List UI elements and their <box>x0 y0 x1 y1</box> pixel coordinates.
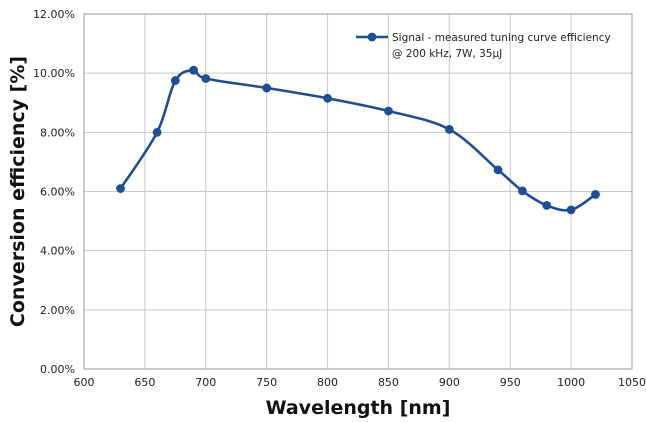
data-point-marker <box>170 76 180 85</box>
data-point-marker <box>591 190 600 199</box>
y-tick-label: 6.00% <box>40 186 75 199</box>
tick-labels: 600 650 700 750 800 850 900 950 1000 1050 0.00% 2.0… <box>33 8 646 389</box>
y-tick-label: 2.00% <box>40 304 75 317</box>
x-tick-label: 900 <box>439 376 460 389</box>
data-point-marker <box>566 205 576 215</box>
data-point-marker <box>189 65 199 75</box>
x-tick-label: 1000 <box>557 376 585 389</box>
series-layer <box>116 65 600 215</box>
x-tick-label: 800 <box>317 376 338 389</box>
y-tick-label: 8.00% <box>40 126 75 139</box>
data-point-marker <box>384 106 393 116</box>
x-tick-label: 850 <box>378 376 399 389</box>
y-tick-label: 4.00% <box>40 245 75 258</box>
y-axis-title: Conversion efficiency [%] <box>7 56 29 327</box>
x-tick-label: 650 <box>134 376 155 389</box>
x-tick-label: 750 <box>256 376 277 389</box>
y-tick-label: 0.00% <box>40 363 75 376</box>
data-point-marker <box>323 93 332 103</box>
data-point-marker <box>262 83 272 93</box>
data-point-marker <box>116 184 125 193</box>
data-point-marker <box>542 201 552 210</box>
y-tick-label: 10.00% <box>33 67 75 80</box>
y-tick-label: 12.00% <box>33 8 75 21</box>
legend-series-name: Signal - measured tuning curve efficienc… <box>392 32 611 44</box>
data-point-marker <box>201 74 211 83</box>
legend: Signal - measured tuning curve efficienc… <box>356 32 611 60</box>
x-tick-label: 1050 <box>618 376 646 389</box>
x-tick-label: 600 <box>74 376 95 389</box>
x-tick-label: 950 <box>500 376 521 389</box>
x-axis-title: Wavelength [nm] <box>266 397 451 419</box>
data-point-marker <box>444 124 454 134</box>
legend-series-conditions: @ 200 kHz, 7W, 35µJ <box>392 48 502 60</box>
data-point-marker <box>493 165 503 175</box>
data-point-marker <box>152 127 162 137</box>
data-point-marker <box>518 186 527 196</box>
x-tick-label: 700 <box>195 376 216 389</box>
legend-swatch-marker <box>367 32 377 42</box>
plot-frame <box>83 13 633 370</box>
